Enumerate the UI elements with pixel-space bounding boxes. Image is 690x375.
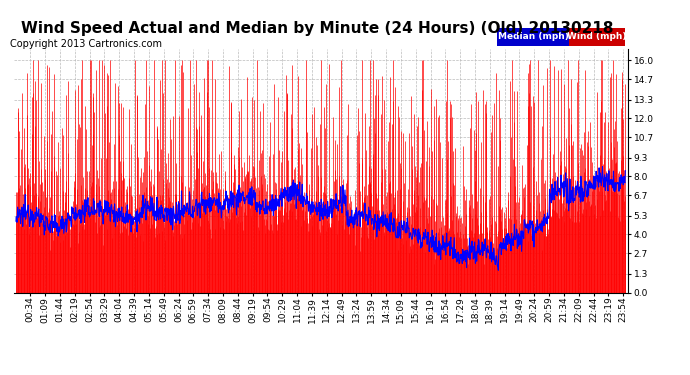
Text: Wind (mph): Wind (mph) xyxy=(567,32,627,41)
Text: Copyright 2013 Cartronics.com: Copyright 2013 Cartronics.com xyxy=(10,39,162,50)
Text: Wind Speed Actual and Median by Minute (24 Hours) (Old) 20130218: Wind Speed Actual and Median by Minute (… xyxy=(21,21,613,36)
Text: Median (mph): Median (mph) xyxy=(497,32,569,41)
